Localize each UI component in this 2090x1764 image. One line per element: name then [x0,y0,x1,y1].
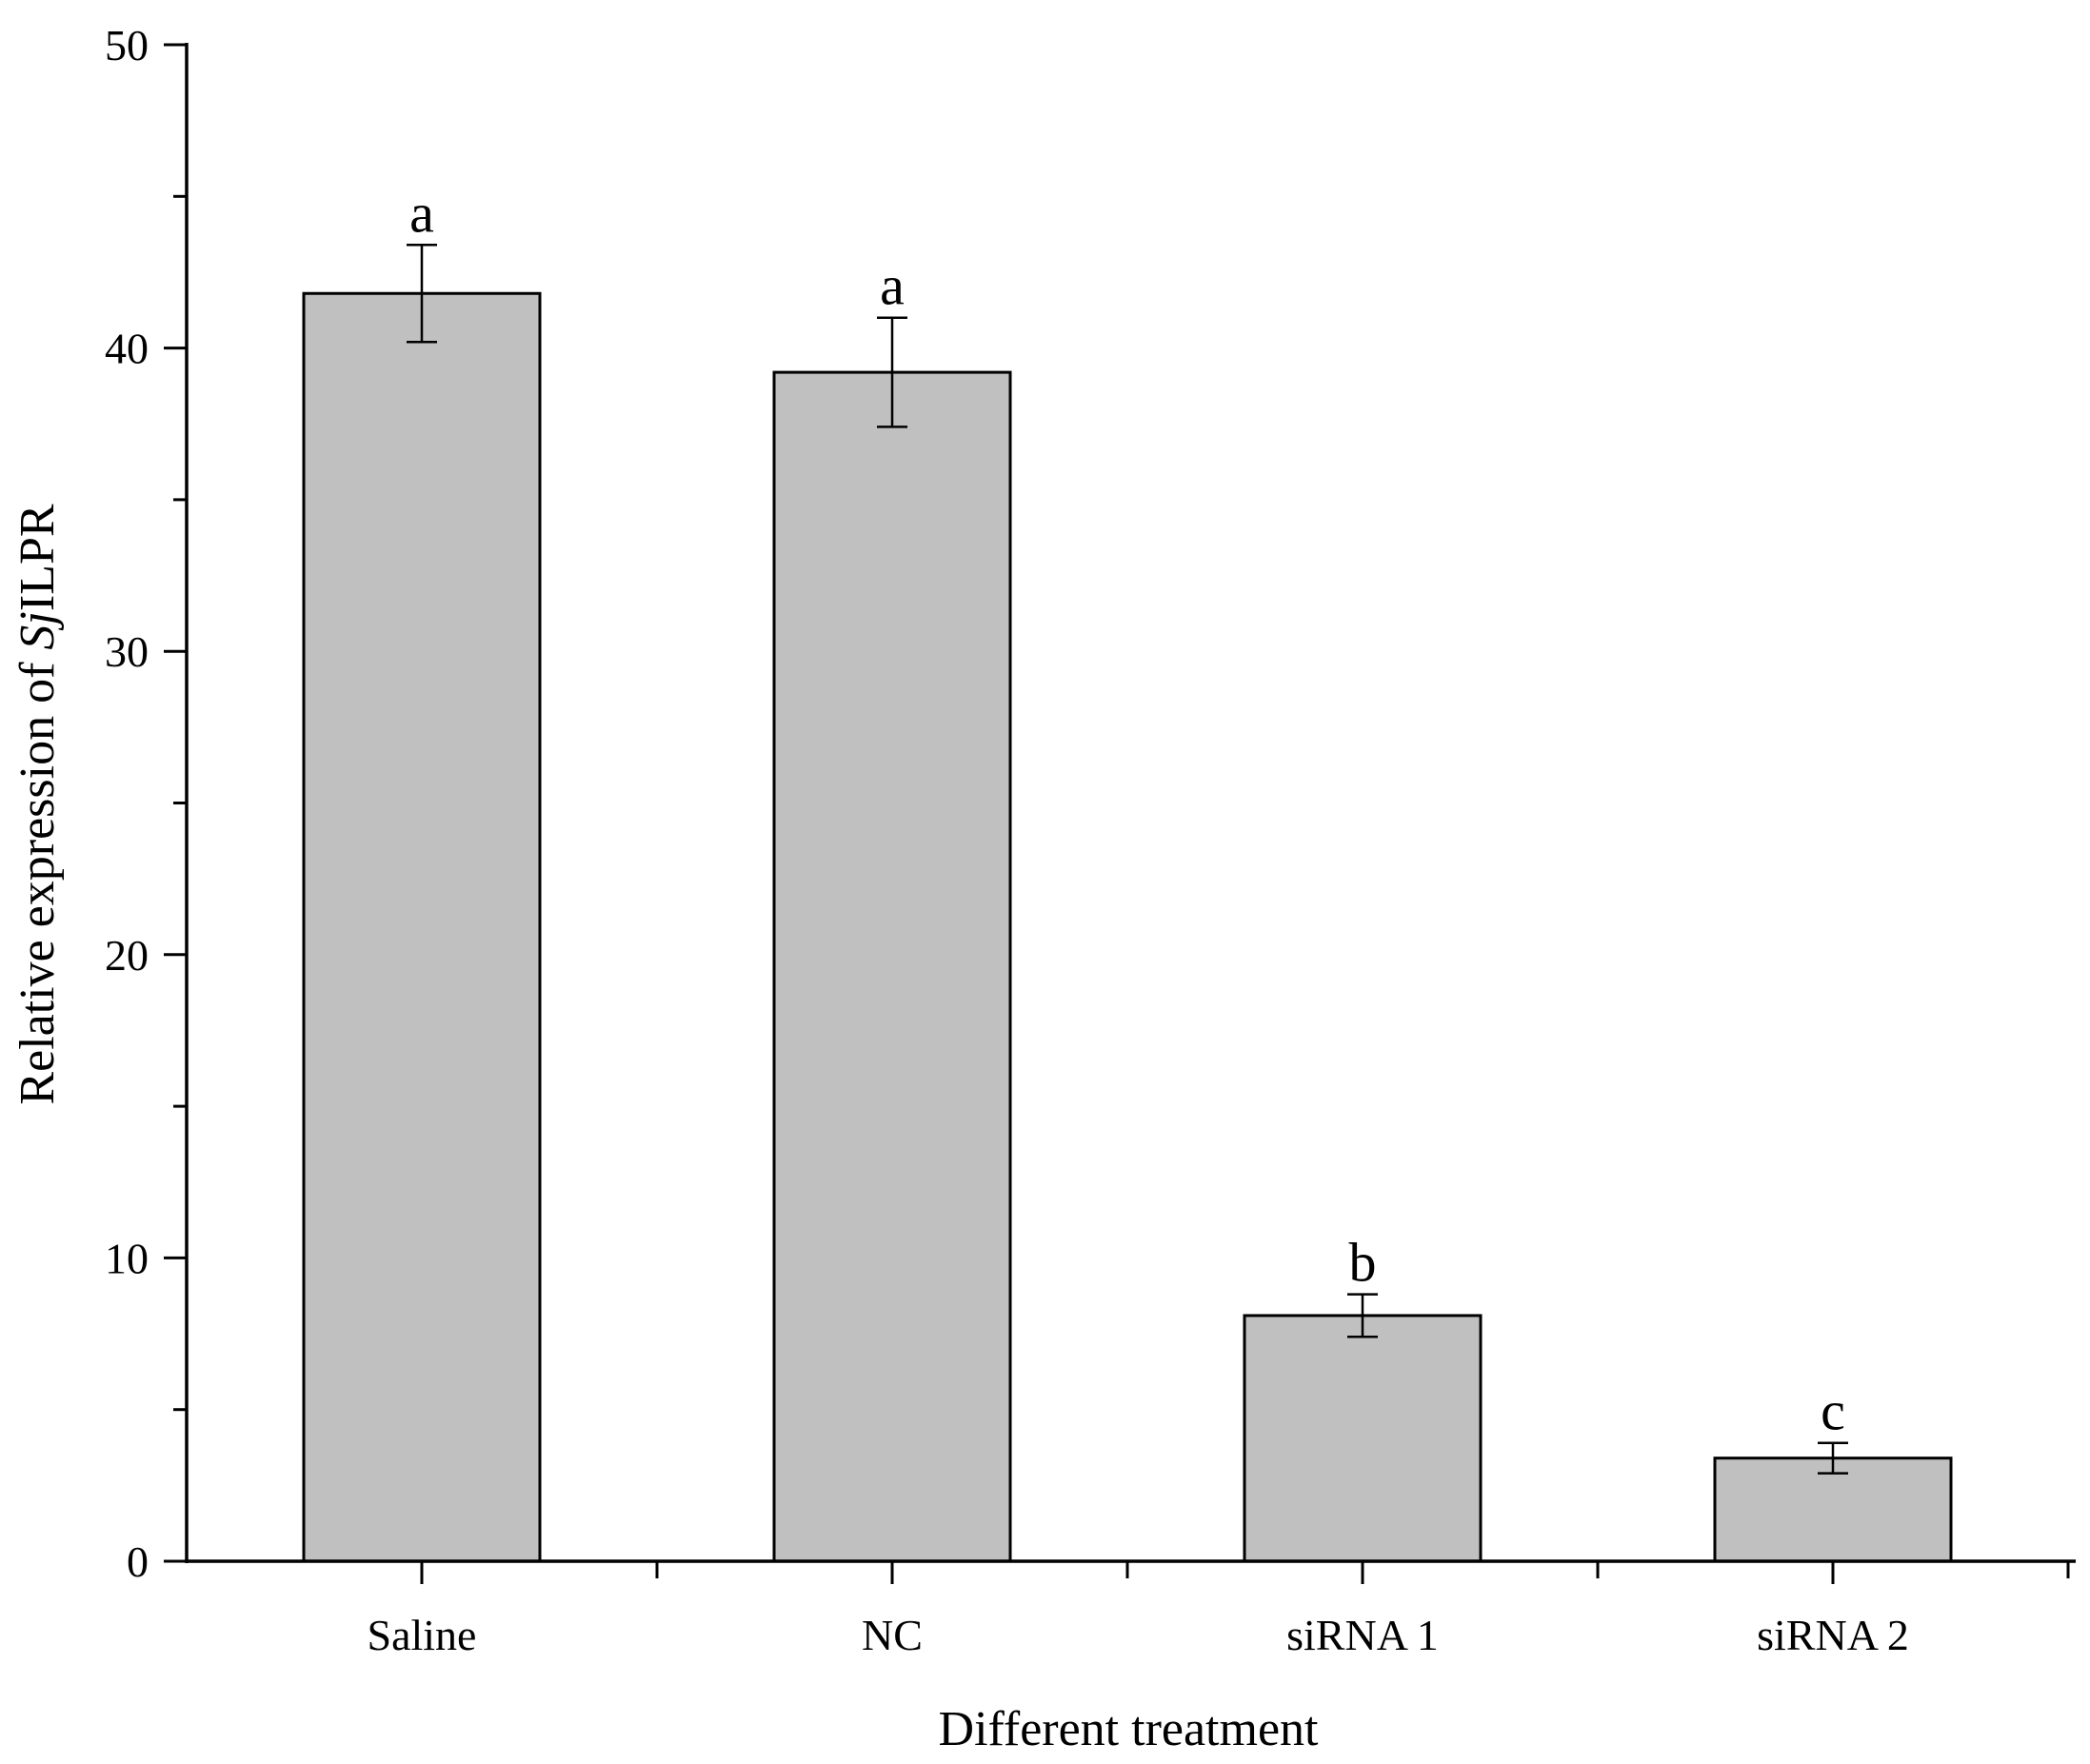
significance-label: a [880,255,905,317]
significance-label: a [409,182,434,244]
x-tick-label: NC [862,1611,923,1659]
bar [302,291,542,1563]
significance-label: c [1821,1380,1845,1442]
y-axis-title-suffix: ILPR [10,504,65,611]
bar [772,370,1012,1563]
x-tick-label: siRNA 1 [1286,1611,1439,1659]
y-tick-label: 50 [105,21,149,69]
bar [1713,1457,1953,1563]
plot-area: a Saline a NC b siRNA 1 c siRNA 2 0 10 20 30 40 50 [105,21,2076,1659]
significance-label: b [1349,1232,1377,1294]
x-tick-label: Saline [368,1611,477,1659]
y-tick-label: 0 [127,1537,149,1586]
x-axis-title: Different treatment [939,1702,1320,1756]
y-axis-title-italic: Sj [10,611,65,649]
y-tick-label: 10 [105,1234,149,1282]
y-tick-label: 20 [105,931,149,980]
y-axis-title: Relative expression of SjILPR [10,504,65,1104]
y-tick-label: 30 [105,627,149,676]
y-axis-title-prefix: Relative expression of [10,650,65,1105]
y-tick-label: 40 [105,325,149,373]
x-tick-label: siRNA 2 [1757,1611,1909,1659]
bar [1243,1314,1483,1563]
